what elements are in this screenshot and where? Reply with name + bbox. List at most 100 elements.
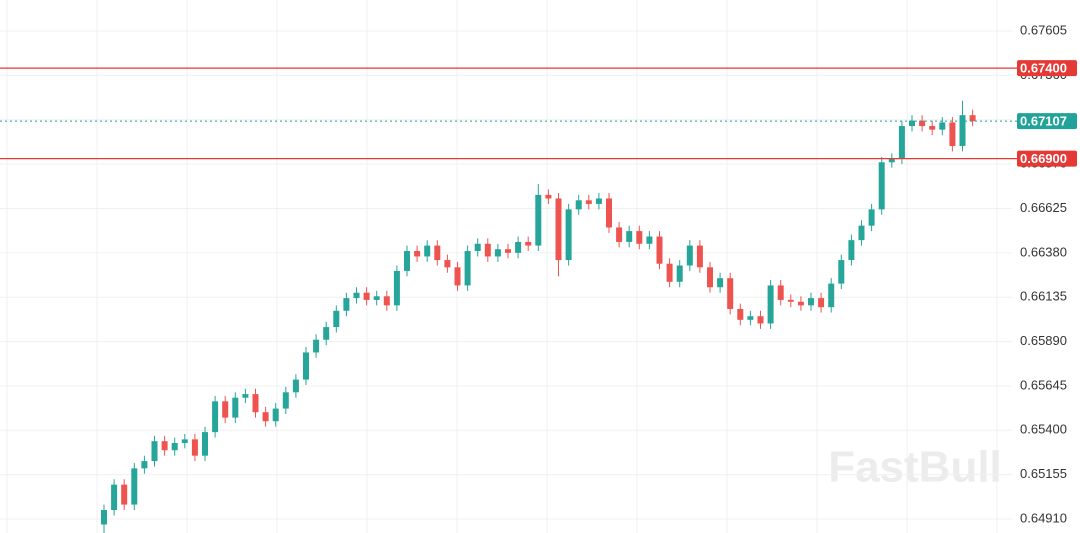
candle-body [101,509,107,525]
candle-body [787,299,794,302]
y-tick-label: 0.65645 [1020,377,1067,392]
candle-body [636,231,643,244]
candle-body [282,392,289,409]
candle-body [373,296,380,300]
candle-body [414,251,421,257]
candle-body [565,209,572,261]
candle-body [474,243,481,252]
candle-body [292,379,299,393]
candle-body [484,243,491,257]
candle-body [868,209,875,226]
candle-body [434,245,441,261]
candle-body [676,265,683,282]
level-label: 0.67400 [1020,61,1067,76]
candle-body [525,241,532,246]
candle-body [606,198,612,228]
candle-body [666,263,673,282]
y-tick-label: 0.66380 [1020,244,1067,259]
candle-body [303,352,309,380]
candle-body [919,120,926,127]
candle-body [818,298,825,308]
candle-body [535,194,542,246]
candle-body [171,442,178,451]
candle-body [828,283,835,308]
candle-body [222,401,229,418]
y-tick-label: 0.64910 [1020,510,1067,525]
candle-body [363,292,370,300]
candle-body [838,260,845,284]
candle-body [232,397,239,418]
candle-body [161,441,168,451]
candle-body [969,115,976,122]
candle-body [595,198,602,204]
candle-body [727,278,734,309]
candle-body [343,298,350,311]
y-tick-label: 0.66625 [1020,200,1067,215]
candle-body [393,270,400,306]
candle-body [383,296,390,306]
candle-body [878,162,885,210]
candle-body [242,394,249,398]
candle-body [555,198,562,261]
candle-body [202,432,208,456]
level-label-bg [1017,150,1077,167]
y-tick-label: 0.66135 [1020,289,1067,304]
watermark: FastBull [828,443,1002,492]
candle-body [777,285,784,300]
candle-body [191,439,198,456]
candle-body [939,122,946,130]
candle-body [212,401,219,433]
candle-body [323,327,330,340]
candle-body [272,408,279,422]
candle-body [929,126,936,130]
last-price-label: 0.67107 [1020,114,1067,129]
candle-body [505,249,511,253]
candle-body [404,251,410,271]
candle-body [424,245,431,257]
candle-body [646,236,653,244]
candle-body [545,194,552,199]
candle-body [707,267,713,288]
candle-body [717,278,724,288]
candle-body [797,301,804,306]
candle-body [121,484,128,505]
candle-body [848,240,855,261]
candle-body [909,120,915,127]
candle-body [616,227,623,242]
level-label: 0.66900 [1020,151,1067,166]
candle-body [959,115,966,146]
candle-body [262,412,269,422]
candle-body [585,200,592,204]
candle-body [131,468,138,505]
candle-body [888,158,895,163]
candle-body [141,461,148,469]
candle-body [747,316,754,320]
candle-body [444,260,451,268]
candle-body [515,241,522,253]
y-tick-label: 0.65155 [1020,466,1067,481]
candle-body [575,200,582,210]
candle-body [737,308,744,320]
candle-body [898,126,905,159]
candle-body [757,316,764,324]
candle-body [353,292,360,299]
y-tick-label: 0.65400 [1020,422,1067,437]
candle-body [808,298,814,306]
candle-body [313,339,320,353]
candle-body [858,225,865,241]
candle-body [494,249,501,257]
candle-body [949,122,956,146]
candle-body [333,310,340,328]
candle-body [464,251,471,286]
candle-body [767,285,774,324]
candle-body [656,236,663,264]
candle-body [111,484,118,510]
candle-body [252,394,259,413]
candle-body [454,267,461,286]
last-price-label-bg [1017,113,1077,130]
candle-body [151,441,158,462]
level-label-bg [1017,60,1077,77]
candle-body [626,231,633,242]
candle-body [686,245,693,266]
